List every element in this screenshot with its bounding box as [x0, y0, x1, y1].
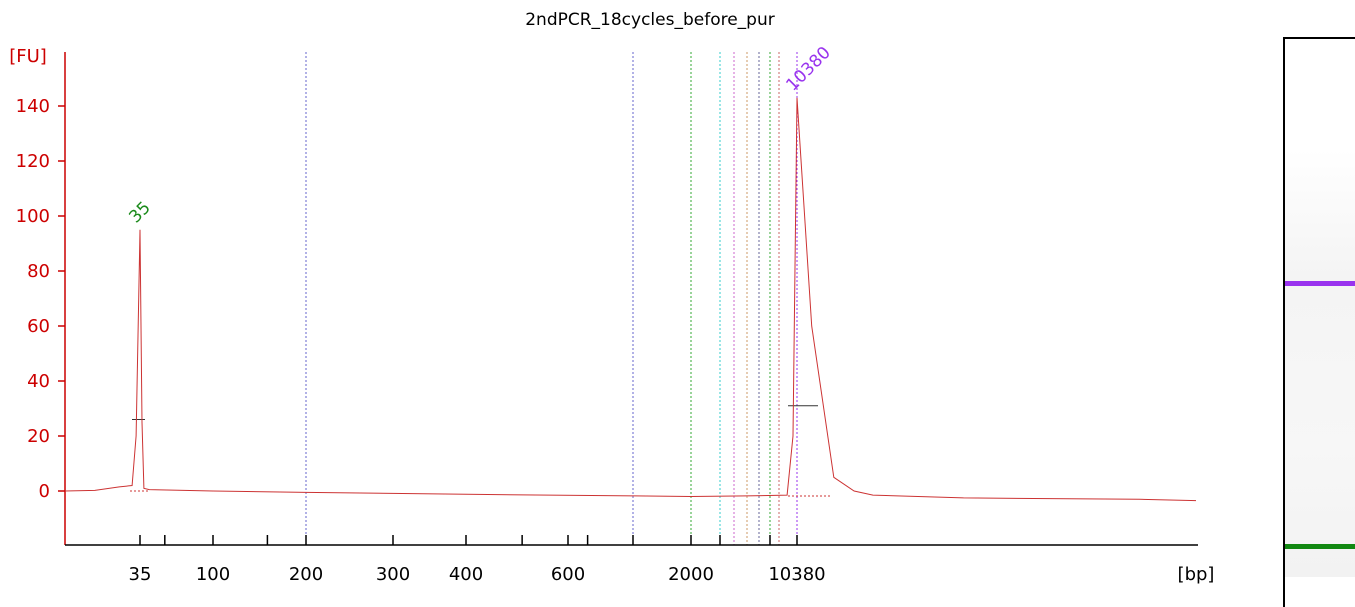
peak-labels: 35 10380	[125, 43, 834, 227]
y-tick-label: 140	[16, 96, 50, 117]
x-tick-label: 600	[551, 564, 585, 585]
peak-label: 10380	[782, 43, 834, 95]
y-tick-label: 60	[27, 316, 50, 337]
x-tick-label: 400	[449, 564, 483, 585]
y-axis-label: [FU]	[9, 46, 47, 67]
signal-trace	[64, 97, 1197, 502]
electropherogram: 2ndPCR_18cycles_before_pur [FU] [bp] 0 20…	[9, 10, 1215, 585]
y-tick-label: 120	[16, 151, 50, 172]
y-tick-label: 0	[39, 481, 50, 502]
chart-title: 2ndPCR_18cycles_before_pur	[525, 10, 775, 30]
size-markers	[305, 52, 798, 545]
x-tick-label: 10380	[768, 564, 825, 585]
x-tick-label: 100	[196, 564, 230, 585]
y-ticks: 0 20 40 60 80 100 120 140	[16, 96, 65, 502]
peak-label: 35	[125, 198, 154, 227]
gel-lane	[1285, 149, 1355, 577]
y-tick-label: 40	[27, 371, 50, 392]
gel-band-lower	[1285, 544, 1355, 549]
x-tick-label: 300	[376, 564, 410, 585]
y-tick-label: 80	[27, 261, 50, 282]
peak-baselines	[130, 405, 830, 497]
x-tick-label: 2000	[668, 564, 714, 585]
x-tick-label: 200	[289, 564, 323, 585]
gel-image	[1283, 37, 1355, 607]
x-ticks: 35 100 200 300 400 600 2000 10380	[129, 535, 826, 585]
x-tick-label: 35	[129, 564, 152, 585]
y-tick-label: 20	[27, 426, 50, 447]
y-tick-label: 100	[16, 206, 50, 227]
x-axis-label: [bp]	[1178, 564, 1215, 585]
gel-band-upper	[1285, 281, 1355, 286]
